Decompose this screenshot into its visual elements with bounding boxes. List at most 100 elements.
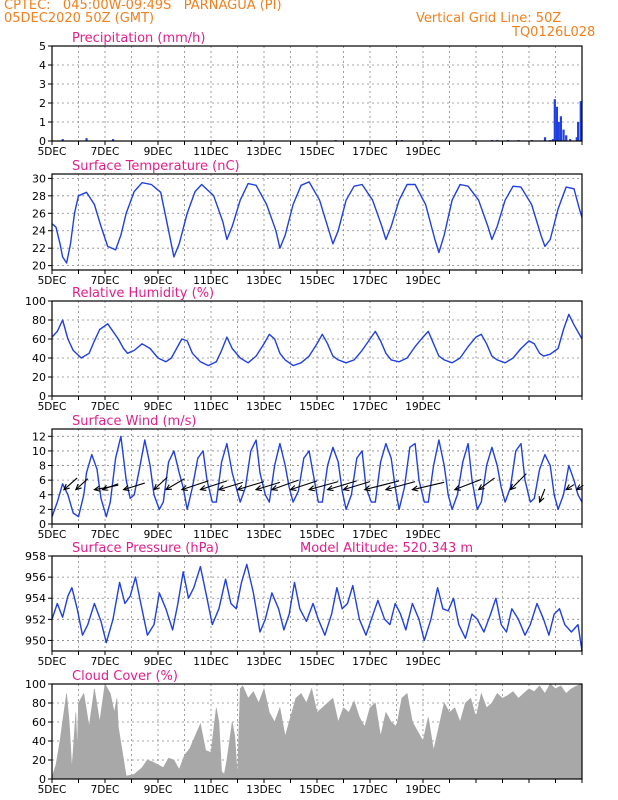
wind-vector [123,482,145,491]
wind-vector [343,481,371,491]
y-tick-label: 0 [39,773,46,786]
wind-vector-head [217,485,225,492]
x-tick-label: 7DEC [91,275,120,287]
y-tick-label: 958 [25,550,46,563]
wind-vector [385,481,416,491]
wind-vector [308,481,339,491]
model-code: TQ0126L028 [512,25,596,40]
wind-vector-head [384,485,392,492]
precip-bar [555,106,559,141]
wind-vector [255,481,281,491]
rh-frame [51,300,583,397]
wind-vector-head [565,484,573,491]
grid-note: Vertical Grid Line: 50Z [416,11,562,26]
x-tick-label: 11DEC [193,401,228,413]
wind-vector-head [122,485,130,492]
y-tick-label: 100 [25,678,46,691]
temp-frame [51,173,583,271]
wind-frame [51,428,583,525]
wind-vector [102,483,119,491]
x-tick-label: 9DEC [144,275,173,287]
y-tick-label: 952 [25,613,46,626]
wind-vector [565,484,575,491]
x-tick-label: 5DEC [38,275,67,287]
wind-vector-head [453,484,461,491]
x-tick-label: 11DEC [193,784,228,796]
precip-title: Precipitation (mm/h) [72,31,205,46]
y-tick-label: 950 [25,634,46,647]
wind-vector [237,481,265,491]
precip-bar [559,116,562,141]
wind-vector [454,478,482,491]
y-tick-label: 1 [39,116,46,129]
precip-bar [562,129,565,141]
y-tick-label: 80 [32,314,46,327]
wind-vector [539,488,546,503]
pres-title: Surface Pressure (hPa) [72,541,219,556]
precip-bar [569,139,572,141]
precip-bar [557,122,560,141]
wind-vector [364,480,400,491]
x-tick-label: 5DEC [38,529,67,541]
x-tick-label: 15DEC [299,529,334,541]
run-time-label: 05DEC2020 50Z (GMT) [4,11,155,26]
x-tick-label: 13DEC [246,275,281,287]
x-tick-label: 7DEC [91,656,120,668]
x-tick-label: 11DEC [193,529,228,541]
rh-series-line [51,313,583,367]
x-tick-label: 15DEC [299,784,334,796]
y-tick-label: 22 [32,242,46,255]
x-tick-label: 9DEC [144,529,173,541]
wind-vector [218,481,243,491]
wind-vector-head [236,485,244,492]
x-tick-label: 9DEC [144,401,173,413]
y-tick-label: 100 [25,295,46,308]
y-tick-label: 0 [39,135,46,148]
x-tick-label: 19DEC [405,275,440,287]
wind-vector-head [477,484,485,491]
precip-panel: 0 1 2 3 4 5 5DEC 7DEC 9DEC 11DEC 13DEC 15DEC 17DEC 19… [38,31,583,158]
x-tick-label: 11DEC [193,275,228,287]
wind-vector [510,473,527,491]
precip-bar [579,101,582,141]
x-tick-label: 7DEC [91,401,120,413]
y-tick-label: 956 [25,571,46,584]
y-tick-label: 20 [32,371,46,384]
cloud-title: Cloud Cover (%) [72,669,178,684]
x-tick-label: 13DEC [246,146,281,158]
y-tick-label: 4 [39,489,46,502]
wind-vector [181,480,209,491]
precip-bar [85,138,88,141]
wind-vector-head [411,485,419,492]
x-tick-label: 15DEC [299,146,334,158]
precip-bar [61,139,64,141]
y-tick-label: 5 [39,40,46,53]
precip-bar [565,135,568,141]
wind-vector-head [74,483,82,491]
wind-vector [290,480,318,491]
wind-vector-head [363,485,371,492]
wind-vector-head [180,485,188,491]
wind-vector-head [164,484,172,491]
x-tick-label: 9DEC [144,656,173,668]
precip-bar [543,137,547,141]
y-tick-label: 24 [32,225,46,238]
x-tick-label: 11DEC [193,146,228,158]
x-tick-label: 19DEC [405,529,440,541]
x-tick-label: 5DEC [38,401,67,413]
wind-panel: 0 24 68 10 12 5DEC 7DEC 9DEC 11DEC 13DEC 15DEC 17DE… [32,414,584,541]
wind-vector-head [509,483,517,491]
wind-vector-head [307,485,316,492]
precip-bar [551,139,555,141]
pres-frame [51,555,583,652]
pres-series-line [51,563,583,652]
cloud-area [51,683,583,780]
x-tick-label: 17DEC [352,656,387,668]
wind-vector-head [101,484,109,491]
x-tick-label: 11DEC [193,656,228,668]
x-tick-label: 19DEC [405,784,440,796]
wind-vector-head [575,484,583,491]
wind-vector [94,484,119,491]
x-tick-label: 5DEC [38,146,67,158]
